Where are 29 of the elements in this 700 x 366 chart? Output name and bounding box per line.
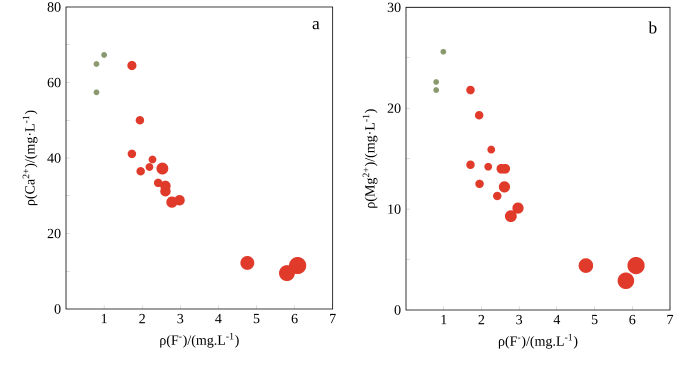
y-axis-title: ρ(Ca$^{2+}$)/(mg·L$^{-1}$) [22, 110, 38, 206]
x-tick-label: 1 [441, 314, 446, 324]
x-tick-label: 1 [102, 314, 107, 324]
y-tick-label: 60 [48, 78, 61, 88]
y-tick-label: 10 [388, 204, 401, 214]
y-tick-label: 20 [48, 228, 61, 238]
x-tick-label: 5 [254, 314, 260, 324]
y-tick-label: 80 [48, 2, 61, 12]
x-tick-label: 2 [478, 314, 484, 324]
x-tick-label: 7 [667, 314, 674, 324]
y-axis-title: ρ(Mg$^{2+}$)/(mg·L$^{-1}$) [362, 109, 378, 208]
x-tick-label: 6 [292, 314, 298, 324]
x-tick-label: 5 [592, 314, 598, 324]
x-tick-label: 2 [139, 314, 145, 324]
y-tick-label: 30 [388, 2, 401, 12]
x-tick-label: 7 [330, 314, 336, 324]
x-axis-title: ρ(F$^{-}$)/(mg.L$^{-1}$) [498, 334, 578, 349]
annotation: a [312, 20, 320, 30]
x-tick-label: 6 [629, 314, 636, 324]
x-tick-label: 3 [516, 314, 522, 324]
y-tick-label: 0 [394, 305, 401, 315]
x-axis-title: ρ(F$^{-}$)/(mg.L$^{-1}$) [160, 332, 239, 348]
annotation: b [648, 21, 656, 34]
x-tick-label: 4 [554, 314, 560, 324]
x-tick-label: 3 [177, 314, 184, 324]
y-tick-label: 20 [388, 103, 401, 113]
y-tick-label: 0 [54, 304, 61, 314]
y-tick-label: 40 [47, 153, 61, 163]
x-tick-label: 4 [215, 314, 222, 324]
